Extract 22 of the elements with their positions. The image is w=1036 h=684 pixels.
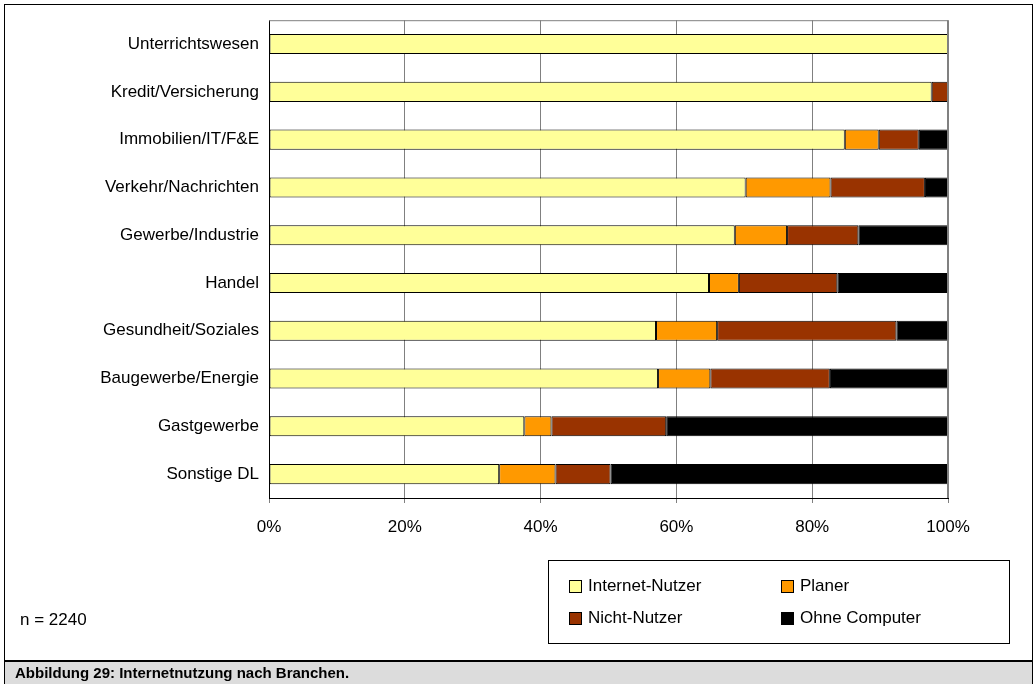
y-tick-label: Immobilien/IT/F&E [119,129,259,149]
x-tick-label: 20% [387,516,422,536]
legend-label: Planer [799,576,851,596]
text: Abbildung 29: Internetnutzung nach Branchen. [4,661,1033,684]
y-tick-label: Baugewerbe/Energie [100,368,259,388]
y-tick-label: Verkehr/Nachrichten [104,177,259,197]
y-tick-label: Unterrichtswesen [127,33,259,53]
x-tick-label: 80% [795,516,830,536]
y-tick-label: Gastgewerbe [157,416,259,436]
x-tick-label: 40% [523,516,558,536]
legend-label: Nicht-Nutzer [587,608,684,628]
y-tick-label: Kredit/Versicherung [110,81,259,101]
y-tick-label: Gesundheit/Soziales [103,320,259,340]
y-tick-label: Sonstige DL [166,463,259,483]
legend-label: Ohne Computer [799,608,922,628]
legend-label: Internet-Nutzer [587,576,703,596]
x-tick-label: 0% [256,516,282,536]
x-tick-label: 100% [926,516,970,536]
y-tick-label: Gewerbe/Industrie [120,224,259,244]
text: n = 2240 [20,610,87,630]
x-tick-label: 60% [659,516,694,536]
y-tick-label: Handel [205,272,259,292]
